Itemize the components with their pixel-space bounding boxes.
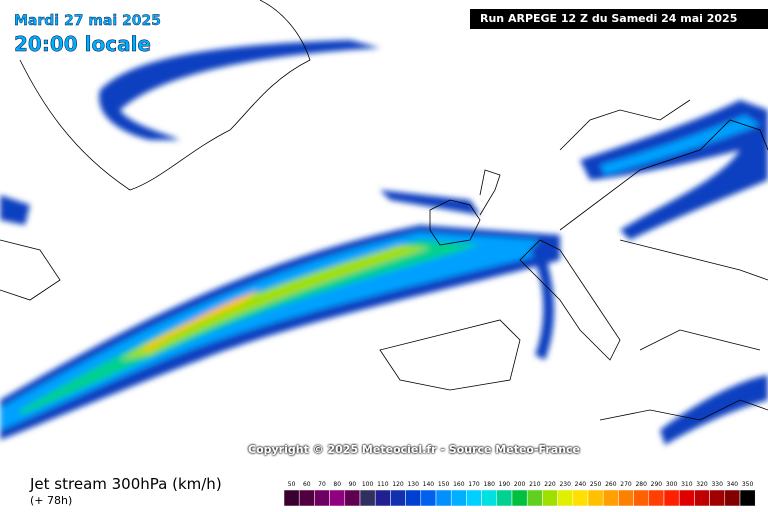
forecast-hour: 20:00 locale [14, 32, 152, 57]
forecast-date: Mardi 27 mai 2025 [14, 13, 162, 29]
legend-title: Jet stream 300hPa (km/h) [30, 475, 222, 493]
run-info: Run ARPEGE 12 Z du Samedi 24 mai 2025 [470, 9, 768, 29]
legend-subtitle: (+ 78h) [30, 494, 73, 507]
jet-stream [0, 40, 768, 445]
copyright: Copyright © 2025 Meteociel.fr - Source M… [248, 443, 581, 456]
coastlines [0, 0, 768, 421]
